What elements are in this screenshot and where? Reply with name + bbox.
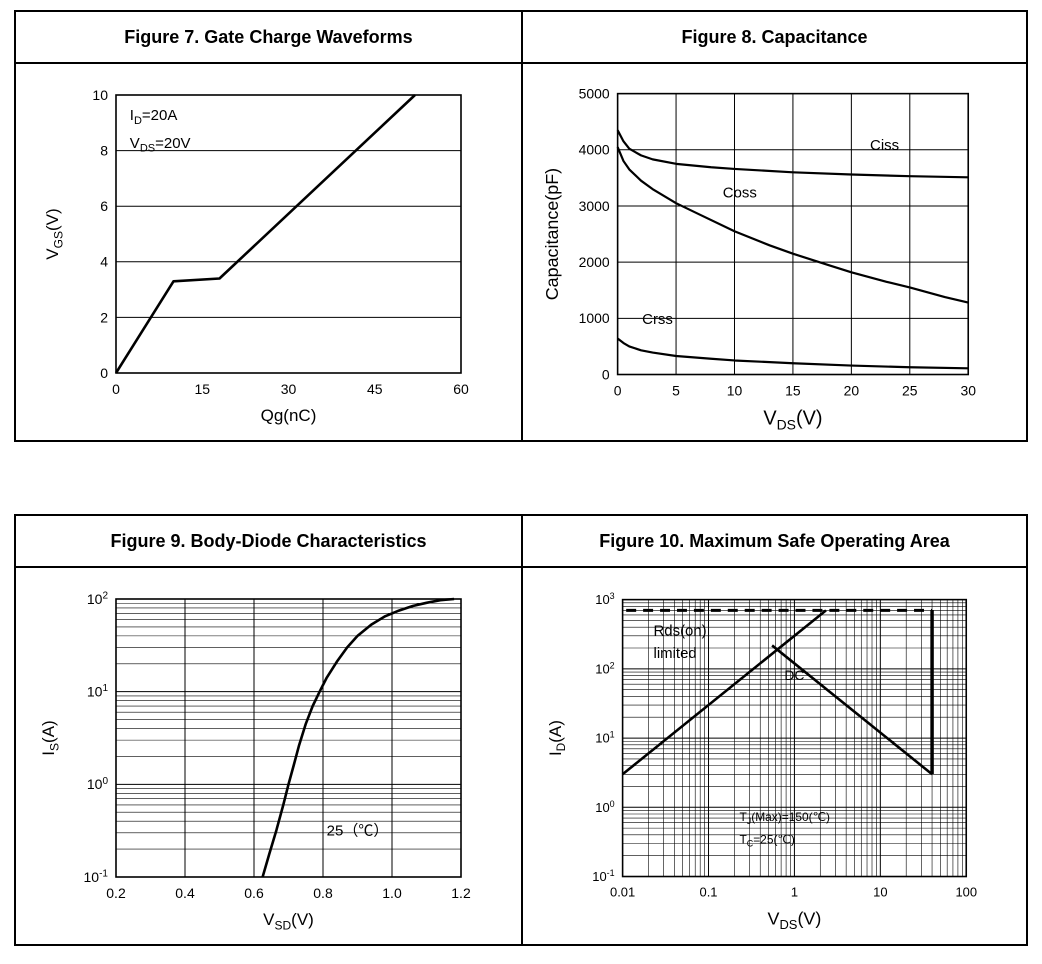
svg-text:0: 0 — [112, 381, 120, 397]
svg-text:0: 0 — [100, 365, 108, 381]
figure7-chart-area: 0 2 4 6 8 10 0 15 30 45 60 Qg(nC) VGS(V) ID=20A VDS=20… — [16, 64, 521, 440]
gate-charge-chart: 0 2 4 6 8 10 0 15 30 45 60 Qg(nC) VGS(V) ID=20A VDS=20… — [43, 87, 469, 425]
svg-text:15: 15 — [194, 381, 210, 397]
svg-text:IS(A): IS(A) — [39, 720, 61, 755]
svg-text:0.8: 0.8 — [313, 885, 333, 901]
svg-text:VSD(V): VSD(V) — [263, 910, 314, 932]
svg-text:0.01: 0.01 — [610, 884, 635, 899]
svg-text:10: 10 — [727, 382, 743, 398]
figure10-title: Figure 10. Maximum Safe Operating Area — [521, 516, 1026, 568]
figure10-chart-area: 10-1 100 101 102 103 0.01 0.1 1 10 100 VDS(V) ID(A)… — [521, 568, 1026, 944]
svg-text:0.6: 0.6 — [244, 885, 264, 901]
svg-text:15: 15 — [785, 382, 801, 398]
body-diode-chart: 10-1 100 101 102 0.2 0.4 0.6 0.8 1.0 1.2 VSD(V) IS(… — [39, 591, 471, 933]
svg-text:45: 45 — [367, 381, 383, 397]
svg-text:TJ(Max)=150(℃): TJ(Max)=150(℃) — [739, 810, 830, 826]
svg-text:25（℃）: 25（℃） — [327, 822, 389, 839]
svg-text:Rds(on): Rds(on) — [654, 623, 707, 640]
svg-text:Capacitance(pF): Capacitance(pF) — [542, 168, 562, 300]
svg-text:0: 0 — [602, 366, 610, 382]
svg-text:101: 101 — [595, 730, 614, 746]
svg-text:0.1: 0.1 — [700, 884, 718, 899]
svg-text:30: 30 — [281, 381, 297, 397]
capacitance-chart: 0 1000 2000 3000 4000 5000 0 5 10 15 20 25 30 VDS(V) C… — [542, 86, 976, 433]
svg-text:0: 0 — [614, 382, 622, 398]
svg-text:3000: 3000 — [579, 198, 610, 214]
svg-text:0.4: 0.4 — [175, 885, 195, 901]
figure-block-top: Figure 7. Gate Charge Waveforms Figure 8… — [14, 10, 1028, 442]
svg-text:1: 1 — [791, 884, 798, 899]
svg-text:Qg(nC): Qg(nC) — [261, 406, 317, 425]
soa-chart: 10-1 100 101 102 103 0.01 0.1 1 10 100 VDS(V) ID(A)… — [546, 591, 977, 932]
svg-text:102: 102 — [87, 591, 109, 607]
svg-text:1.0: 1.0 — [382, 885, 402, 901]
svg-text:30: 30 — [960, 382, 976, 398]
figure7-title: Figure 7. Gate Charge Waveforms — [16, 12, 521, 64]
svg-text:VDS(V): VDS(V) — [768, 908, 822, 931]
svg-text:Ciss: Ciss — [870, 137, 899, 154]
svg-text:VDS=20V: VDS=20V — [130, 135, 191, 155]
svg-text:ID(A): ID(A) — [546, 720, 568, 756]
svg-text:10: 10 — [873, 884, 887, 899]
svg-text:6: 6 — [100, 198, 108, 214]
svg-text:60: 60 — [453, 381, 469, 397]
svg-text:1000: 1000 — [579, 310, 610, 326]
svg-text:100: 100 — [87, 776, 109, 792]
svg-text:Coss: Coss — [723, 185, 757, 202]
svg-text:100: 100 — [955, 884, 977, 899]
svg-text:ID=20A: ID=20A — [130, 107, 178, 127]
svg-text:102: 102 — [595, 660, 614, 676]
svg-text:2000: 2000 — [579, 254, 610, 270]
svg-text:TC=25(℃): TC=25(℃) — [739, 832, 794, 848]
svg-text:1.2: 1.2 — [451, 885, 471, 901]
svg-text:4000: 4000 — [579, 142, 610, 158]
svg-text:10: 10 — [92, 87, 108, 103]
svg-text:Crss: Crss — [642, 311, 673, 328]
svg-text:20: 20 — [844, 382, 860, 398]
svg-text:5: 5 — [672, 382, 680, 398]
svg-text:5000: 5000 — [579, 86, 610, 102]
svg-text:101: 101 — [87, 683, 109, 699]
svg-text:8: 8 — [100, 143, 108, 159]
figure8-title: Figure 8. Capacitance — [521, 12, 1026, 64]
svg-text:100: 100 — [595, 799, 614, 815]
svg-text:0.2: 0.2 — [106, 885, 126, 901]
svg-text:DC: DC — [784, 667, 804, 683]
svg-text:10-1: 10-1 — [592, 868, 614, 884]
figure9-chart-area: 10-1 100 101 102 0.2 0.4 0.6 0.8 1.0 1.2 VSD(V) IS(… — [16, 568, 521, 944]
figure9-title: Figure 9. Body-Diode Characteristics — [16, 516, 521, 568]
svg-text:limited: limited — [654, 645, 697, 662]
svg-text:10-1: 10-1 — [84, 869, 109, 885]
svg-text:4: 4 — [100, 254, 108, 270]
svg-text:VDS(V): VDS(V) — [763, 407, 822, 432]
svg-text:103: 103 — [595, 591, 614, 607]
figure8-chart-area: 0 1000 2000 3000 4000 5000 0 5 10 15 20 25 30 VDS(V) C… — [521, 64, 1026, 440]
svg-text:25: 25 — [902, 382, 918, 398]
svg-text:VGS(V): VGS(V) — [43, 208, 65, 259]
svg-text:2: 2 — [100, 309, 108, 325]
figure-block-bottom: Figure 9. Body-Diode Characteristics Fig… — [14, 514, 1028, 946]
